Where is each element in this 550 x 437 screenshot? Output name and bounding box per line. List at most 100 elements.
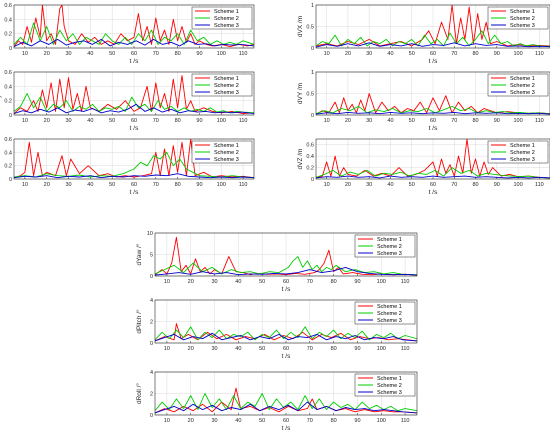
x-tick-label: 20 [44, 118, 50, 124]
x-tick-label: 30 [211, 346, 217, 352]
x-tick-label: 30 [211, 279, 217, 285]
x-tick-label: 30 [65, 182, 71, 188]
x-tick-label: 80 [331, 418, 337, 424]
x-tick-label: 110 [239, 51, 248, 57]
legend-entry: Scheme 2 [214, 83, 239, 89]
y-tick-label: 0 [311, 113, 314, 119]
x-tick-label: 40 [235, 418, 241, 424]
x-tick-label: 40 [235, 346, 241, 352]
series-line-2 [14, 93, 254, 114]
x-tick-label: 60 [430, 182, 436, 188]
x-tick-label: 110 [401, 279, 410, 285]
legend-entry: Scheme 1 [377, 237, 402, 243]
legend-entry: Scheme 3 [377, 251, 402, 257]
x-tick-label: 20 [345, 118, 351, 124]
legend-entry: Scheme 1 [510, 143, 535, 149]
x-axis-label: t /s [282, 353, 291, 360]
legend-box [191, 6, 253, 30]
y-axis-label: dYaw /° [135, 243, 143, 265]
x-tick-label: 10 [22, 182, 28, 188]
legend-box [354, 301, 416, 325]
x-tick-label: 10 [324, 182, 330, 188]
x-tick-label: 20 [188, 279, 194, 285]
x-axis-label: t /s [429, 58, 438, 65]
legend-entry: Scheme 2 [377, 383, 402, 389]
x-tick-label: 70 [451, 182, 457, 188]
y-tick-label: 0.6 [4, 70, 12, 76]
plot-frame [154, 232, 418, 277]
chart-panel-3: 10 20 30 40 50 60 70 80 90 100 110 0 0.2 0.4 0.6 t /s dz… [0, 137, 255, 196]
series-line-2 [155, 256, 417, 276]
x-tick-label: 60 [283, 279, 289, 285]
x-tick-label: 100 [377, 279, 386, 285]
x-tick-label: 10 [22, 118, 28, 124]
x-tick-label: 30 [366, 182, 372, 188]
x-tick-label: 70 [153, 118, 159, 124]
x-tick-label: 50 [109, 182, 115, 188]
x-tick-label: 90 [196, 51, 202, 57]
x-tick-label: 100 [217, 182, 226, 188]
x-tick-label: 80 [472, 51, 478, 57]
x-tick-label: 100 [217, 118, 226, 124]
x-tick-label: 20 [345, 182, 351, 188]
x-tick-label: 110 [401, 418, 410, 424]
y-tick-label: 0.4 [4, 150, 12, 156]
series-line-3 [14, 103, 254, 115]
x-tick-label: 100 [513, 118, 522, 124]
x-tick-label: 70 [153, 51, 159, 57]
series-line-2 [316, 105, 550, 115]
legend-box [354, 373, 416, 397]
legend-entry: Scheme 3 [510, 23, 535, 29]
x-tick-label: 90 [196, 182, 202, 188]
x-tick-label: 90 [494, 182, 500, 188]
legend-box [354, 234, 416, 258]
series-line-3 [155, 266, 417, 276]
y-tick-label: 0.6 [306, 143, 314, 149]
y-tick-label: 0 [150, 341, 153, 347]
x-tick-label: 50 [259, 346, 265, 352]
legend-box [191, 73, 253, 97]
y-axis-label: dRoll /° [135, 383, 143, 404]
plot-frame [13, 4, 255, 49]
x-tick-label: 50 [409, 51, 415, 57]
x-tick-label: 20 [345, 51, 351, 57]
x-tick-label: 10 [164, 346, 170, 352]
series-line-1 [316, 5, 550, 47]
x-tick-label: 90 [494, 118, 500, 124]
x-tick-label: 80 [175, 118, 181, 124]
series-line-3 [14, 173, 254, 179]
x-tick-label: 40 [387, 51, 393, 57]
y-tick-label: 0.2 [306, 166, 314, 172]
x-tick-label: 80 [331, 346, 337, 352]
x-tick-label: 50 [109, 51, 115, 57]
chart-panel-8: 10 20 30 40 50 60 70 80 90 100 110 0 2 4 t /s dPitch /°… [135, 298, 418, 360]
series-line-3 [14, 38, 254, 48]
x-tick-label: 100 [377, 418, 386, 424]
y-tick-label: 0.2 [4, 164, 12, 170]
legend-entry: Scheme 1 [510, 76, 535, 82]
y-tick-label: 0 [9, 113, 12, 119]
x-tick-label: 20 [188, 346, 194, 352]
x-tick-label: 40 [235, 279, 241, 285]
x-tick-label: 80 [472, 118, 478, 124]
x-tick-label: 70 [153, 182, 159, 188]
x-tick-label: 80 [331, 279, 337, 285]
x-tick-label: 70 [307, 346, 313, 352]
x-tick-label: 70 [307, 418, 313, 424]
legend-entry: Scheme 2 [510, 16, 535, 22]
chart-panel-6: 10 20 30 40 50 60 70 80 90 100 110 0 0.2 0.4 0.6 t /s dV… [297, 138, 550, 196]
x-tick-label: 10 [22, 51, 28, 57]
legend-entry: Scheme 1 [214, 9, 239, 15]
y-tick-label: 0 [9, 177, 12, 183]
x-tick-label: 50 [409, 118, 415, 124]
chart-panel-7: 10 20 30 40 50 60 70 80 90 100 110 0 5 10 t /s dYaw /° S… [135, 231, 418, 293]
legend-entry: Scheme 1 [510, 9, 535, 15]
x-tick-label: 30 [366, 51, 372, 57]
